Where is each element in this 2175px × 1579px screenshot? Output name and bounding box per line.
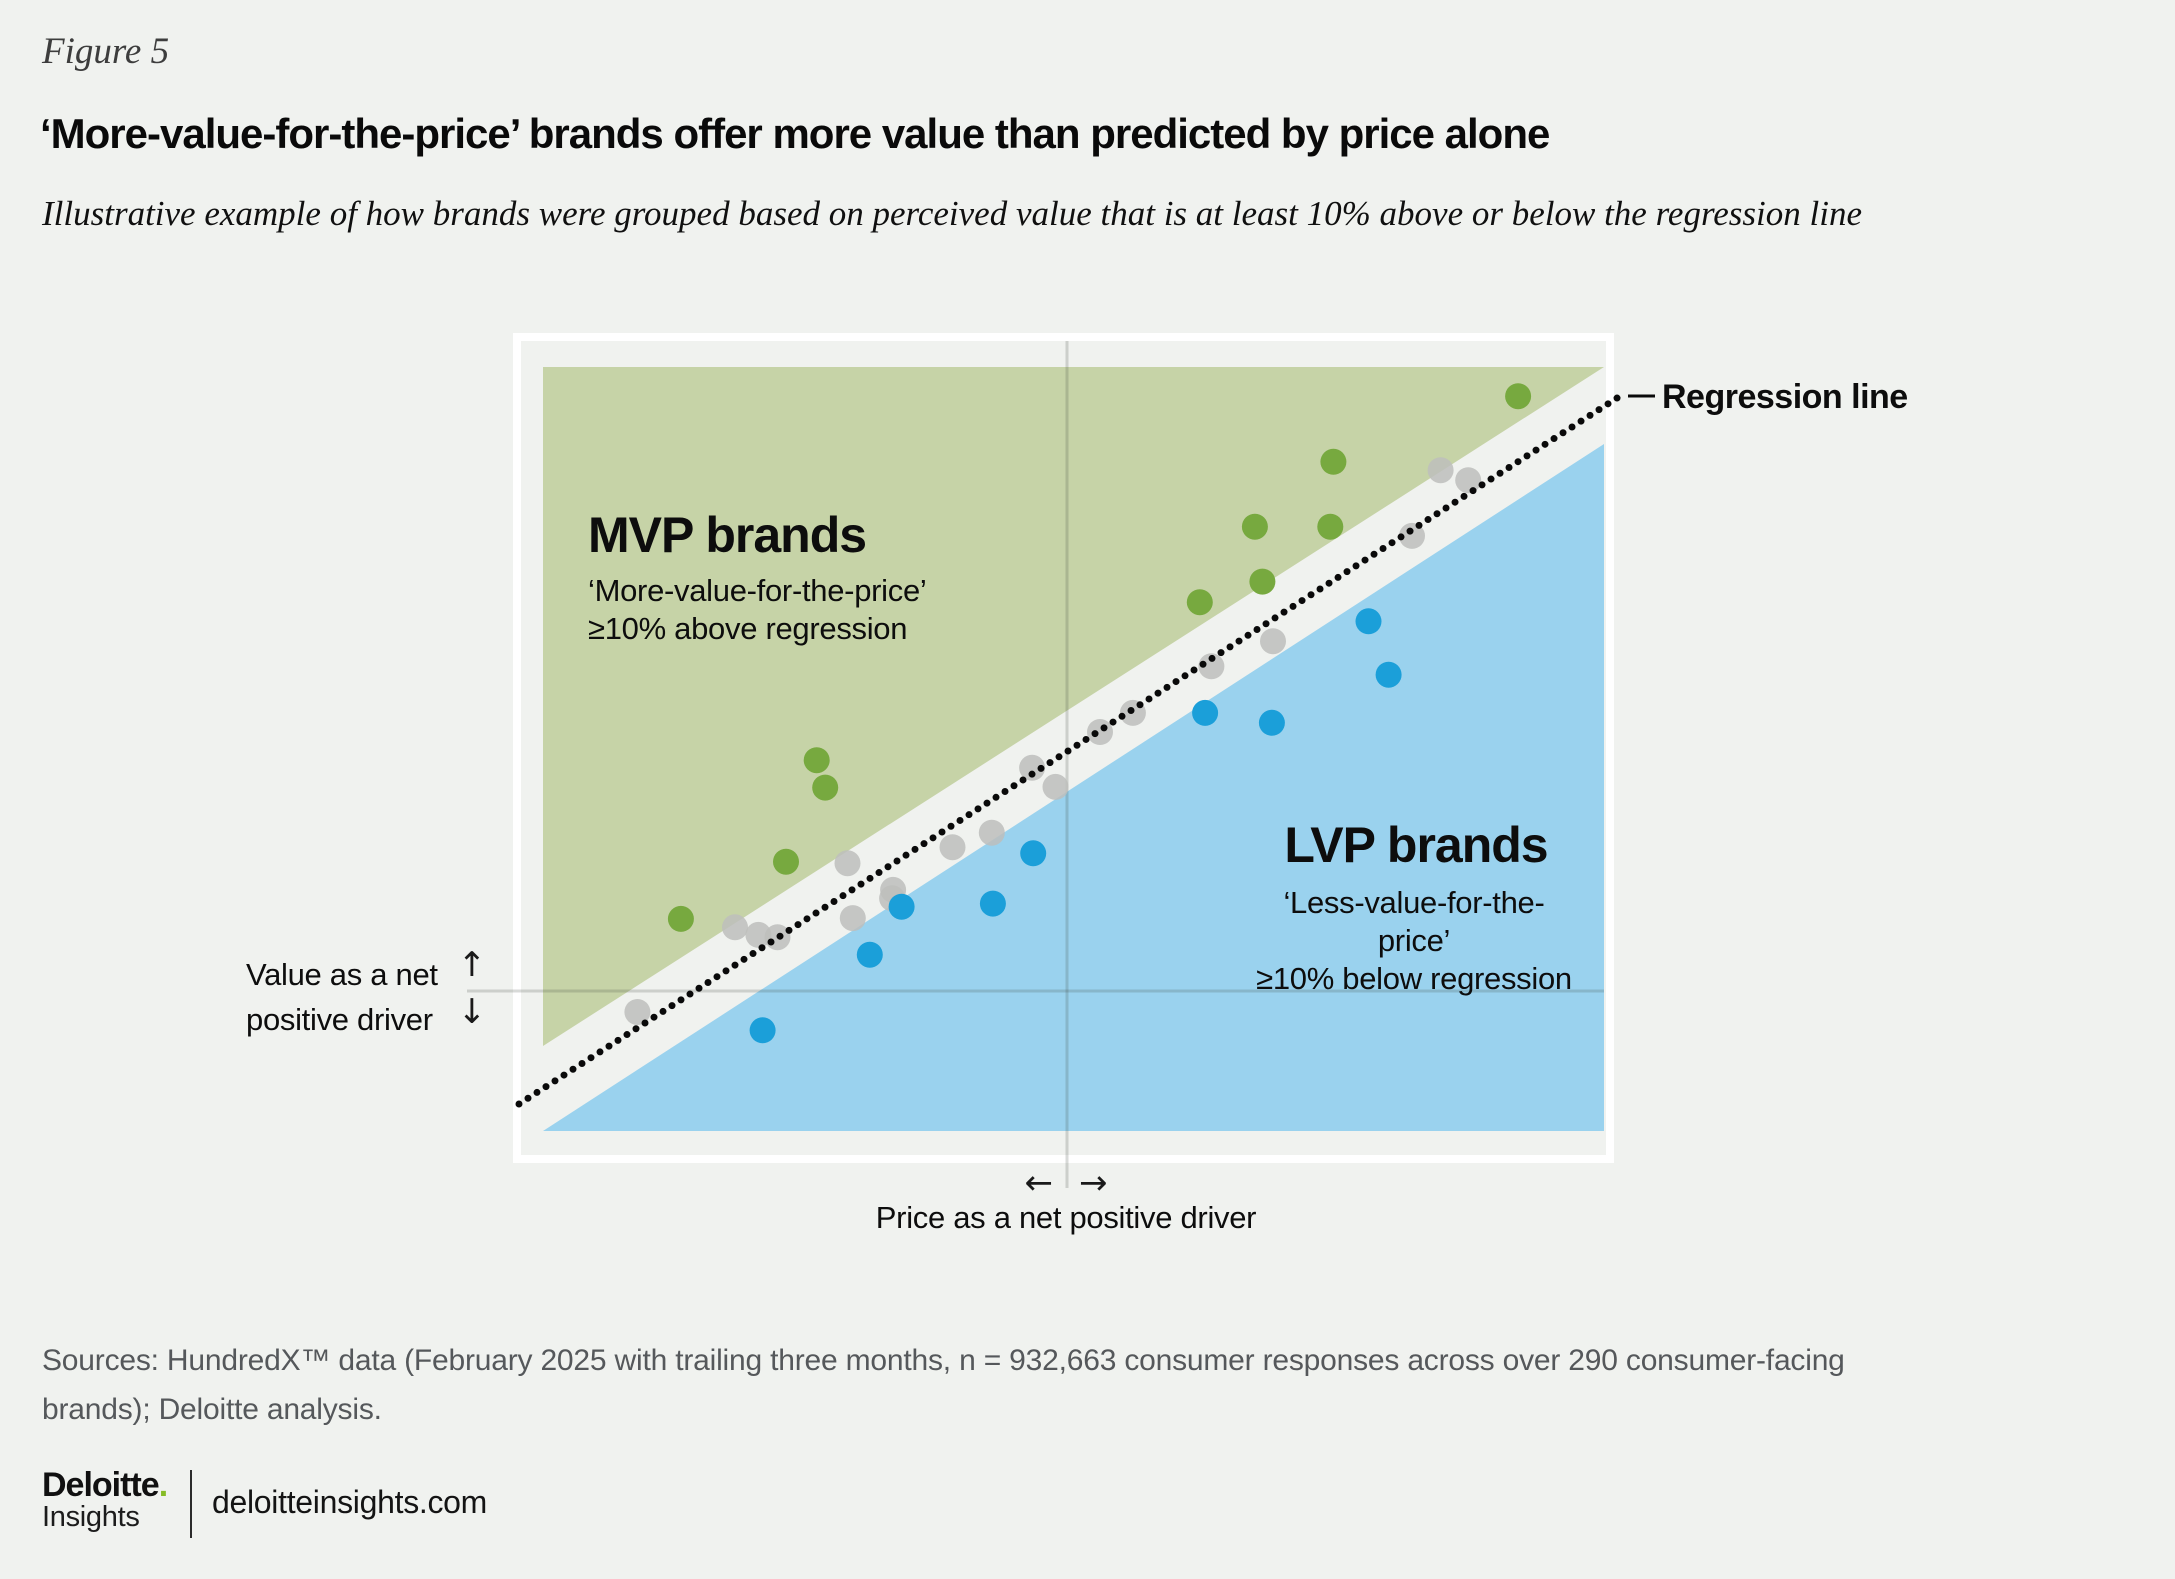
data-point [1258, 709, 1285, 736]
data-point [624, 999, 651, 1025]
deloitte-logo: Deloitte. [42, 1466, 169, 1505]
mvp-region [543, 367, 1604, 1046]
data-point [939, 834, 966, 861]
data-point [888, 893, 915, 920]
figure-subtitle: Illustrative example of how brands were … [42, 194, 1862, 233]
chart-canvas [467, 333, 1655, 1188]
arrow-up-icon: ↑ [457, 945, 487, 985]
deloitte-wordmark: Deloitte [42, 1466, 160, 1504]
footer-divider [190, 1470, 192, 1538]
data-point [1192, 699, 1219, 726]
data-point [1249, 568, 1276, 595]
deloitte-green-dot: . [158, 1466, 169, 1504]
sources-note: Sources: HundredX™ data (February 2025 w… [42, 1336, 1845, 1434]
x-axis-arrows: ← → [966, 1163, 1166, 1203]
y-axis-label: Value as a net positive driver [246, 952, 438, 1042]
data-point [667, 905, 694, 932]
data-point [722, 914, 748, 941]
regression-line [515, 392, 1624, 1108]
data-point [749, 1017, 776, 1044]
y-axis-label-line2: positive driver [246, 1002, 433, 1037]
insights-wordmark: Insights [42, 1501, 140, 1533]
data-point [773, 848, 799, 875]
figure-number: Figure 5 [42, 31, 170, 72]
lvp-subtext-line2: ≥10% below regression [1256, 961, 1572, 996]
data-point [1320, 448, 1347, 475]
data-point [1355, 608, 1382, 635]
y-axis-arrows: ↑ ↓ [450, 942, 494, 1036]
data-point [1020, 840, 1047, 867]
lvp-region-heading: LVP brands [1284, 817, 1548, 873]
sources-line1: Sources: HundredX™ data (February 2025 w… [42, 1344, 1845, 1377]
data-point [978, 819, 1005, 846]
mvp-subtext-line1: ‘More-value-for-the-price’ [588, 573, 927, 608]
data-point [1399, 522, 1425, 549]
data-point [1375, 661, 1402, 688]
chart-frame [513, 333, 1614, 1163]
data-point [1198, 653, 1225, 680]
data-point [803, 747, 830, 774]
data-point [1186, 589, 1213, 616]
data-point [1455, 467, 1482, 494]
data-point [1427, 457, 1454, 484]
data-point [1317, 513, 1344, 540]
sources-line2: brands); Deloitte analysis. [42, 1393, 382, 1426]
data-point [979, 890, 1006, 917]
lvp-subtext-line1: ‘Less-value-for-the-price’ [1283, 885, 1545, 958]
data-point [1019, 754, 1046, 781]
mvp-subtext-line2: ≥10% above regression [588, 611, 908, 646]
lvp-region [543, 444, 1604, 1131]
data-point [834, 850, 861, 877]
mvp-region-heading: MVP brands [588, 507, 867, 563]
arrow-left-icon: ← [1024, 1163, 1054, 1203]
data-point [1505, 383, 1532, 410]
data-point [856, 941, 883, 968]
scatter-points [624, 383, 1532, 1044]
data-point [1042, 773, 1069, 800]
data-point [745, 921, 772, 948]
site-url: deloitteinsights.com [212, 1484, 488, 1520]
data-point [839, 905, 866, 932]
x-axis-label: Price as a net positive driver [875, 1200, 1257, 1235]
arrow-down-icon: ↓ [457, 992, 487, 1032]
mvp-region-subtext: ‘More-value-for-the-price’ ≥10% above re… [588, 572, 927, 648]
data-point [1087, 719, 1113, 745]
data-point [1241, 513, 1268, 540]
y-axis-label-line1: Value as a net [246, 957, 438, 992]
figure-title: ‘More-value-for-the-price’ brands offer … [40, 110, 1550, 157]
data-point [812, 774, 839, 801]
arrow-right-icon: → [1079, 1163, 1108, 1203]
lvp-region-subtext: ‘Less-value-for-the-price’ ≥10% below re… [1254, 884, 1574, 998]
regression-line-label: Regression line [1662, 378, 1908, 416]
data-point [1260, 628, 1286, 655]
